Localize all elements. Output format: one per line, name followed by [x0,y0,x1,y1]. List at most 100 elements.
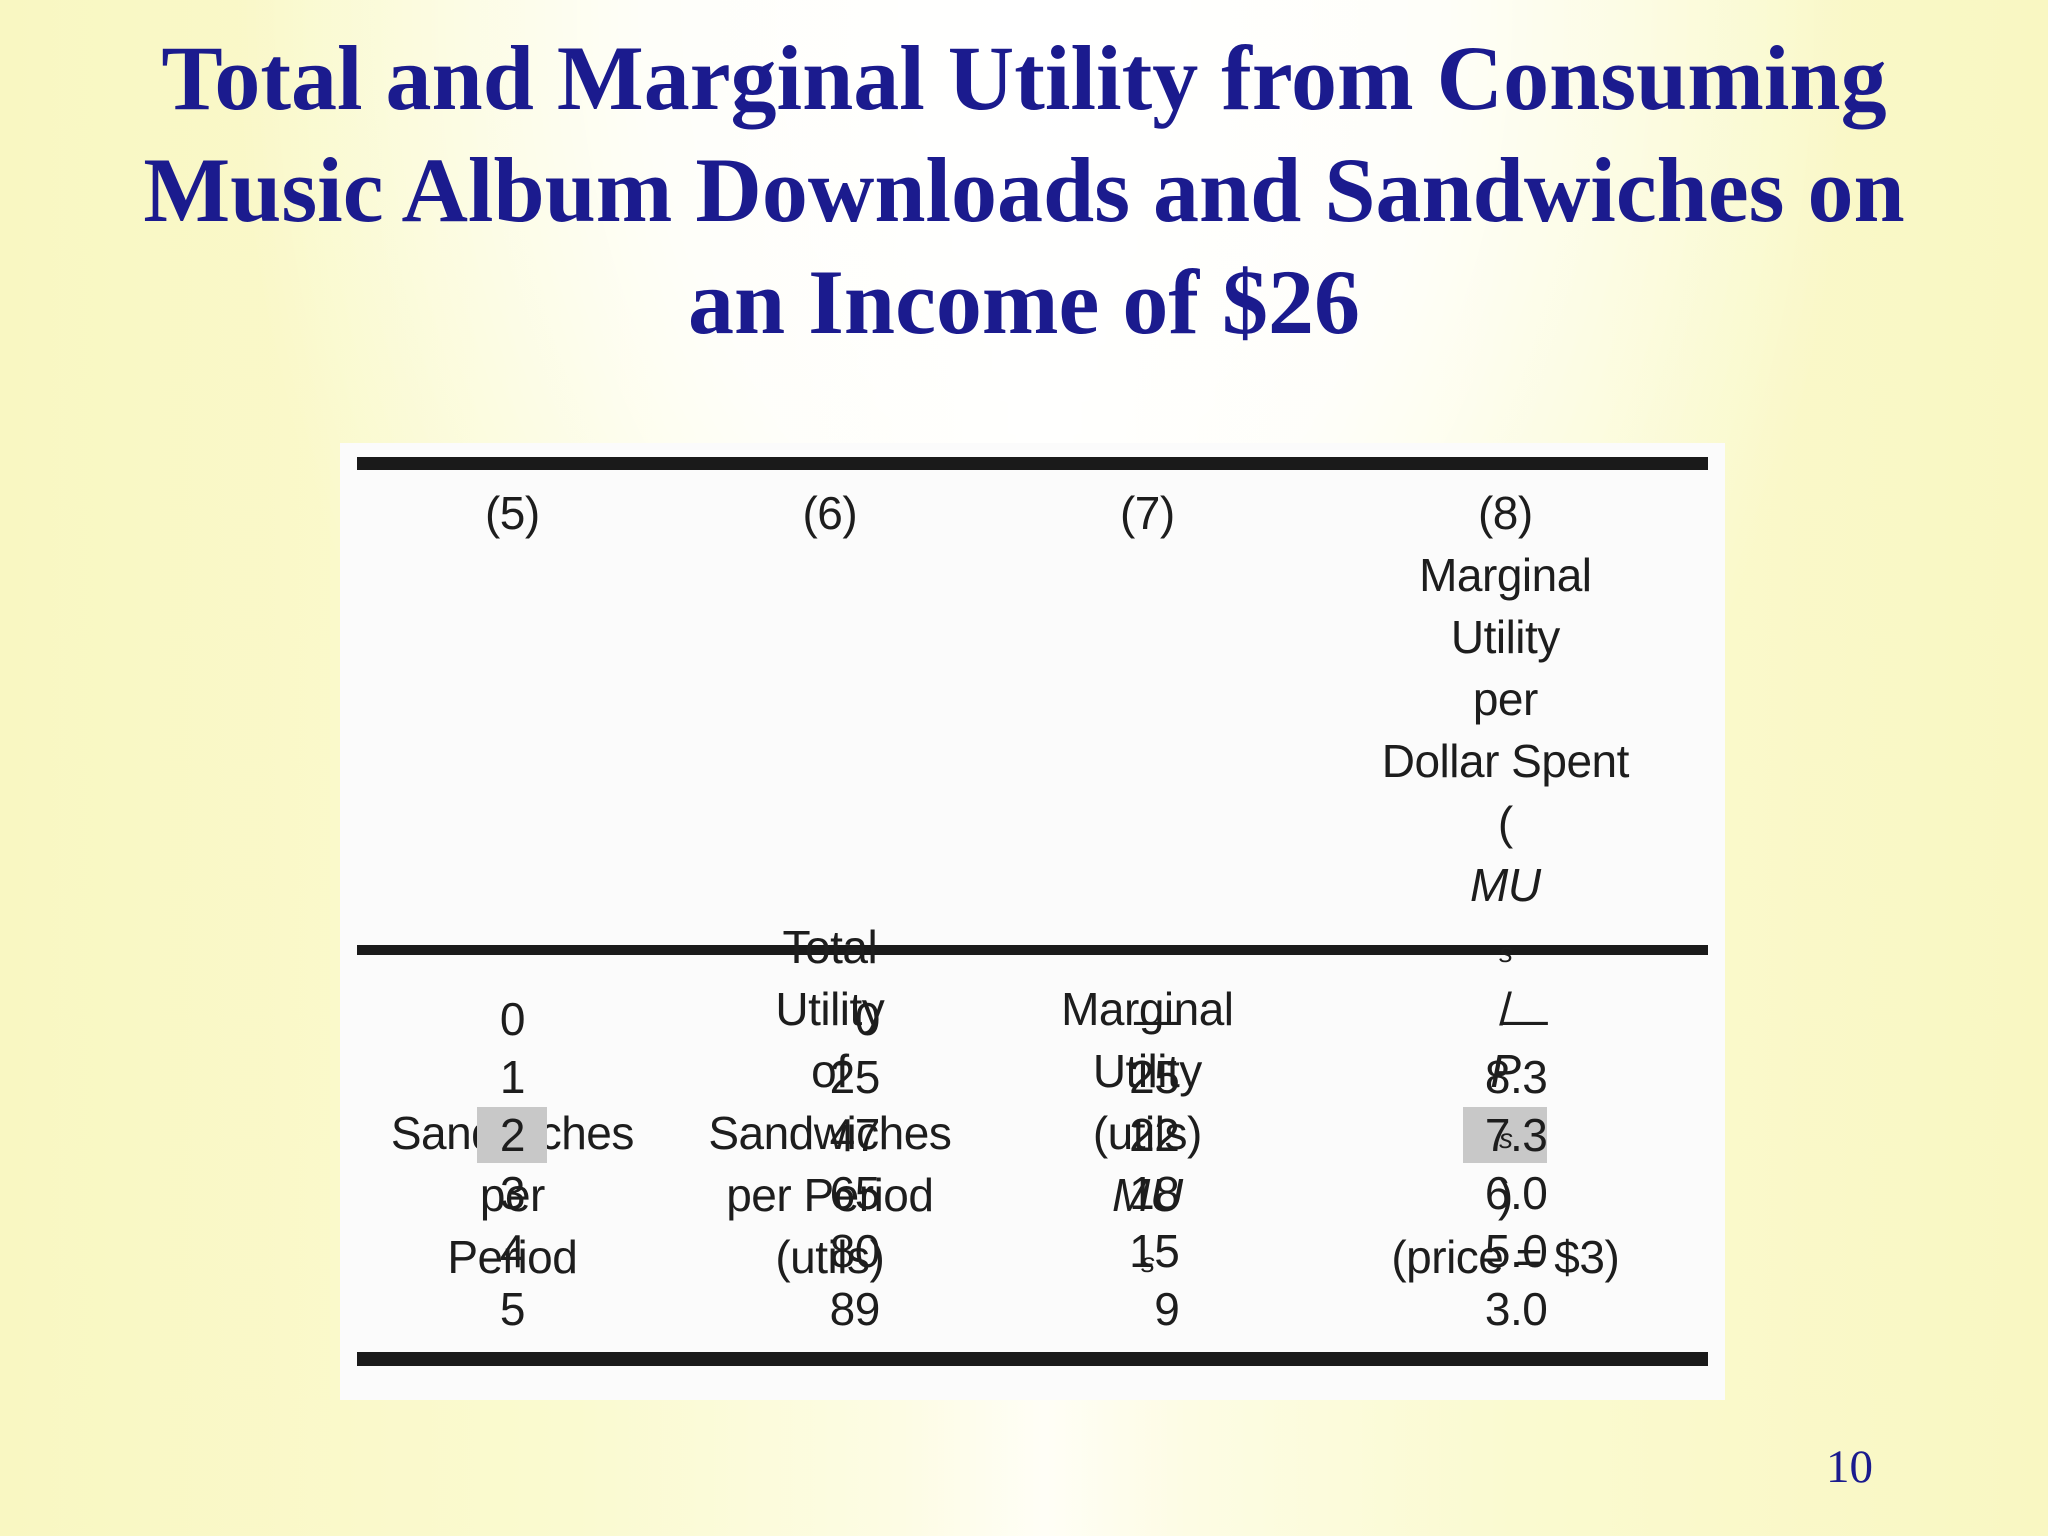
table-cell: 4 [357,1223,668,1279]
header-line: Marginal [1061,983,1234,1035]
table-cell: 1 [357,1049,668,1105]
cell-value: 3 [499,1167,526,1219]
cell-value: 47 [829,1109,881,1161]
cell-value: 5 [499,1283,526,1335]
cell-value: 89 [829,1283,881,1335]
table-bottom-rule [357,1352,1708,1366]
title-line-1: Total and Marginal Utility from Consumin… [161,27,1887,129]
header-text: Marginal Utility (utils) MU s [1061,978,1234,1288]
p-symbol: P [1490,1045,1521,1097]
table-cell: 9 [992,1281,1303,1337]
title-line-2: Music Album Downloads and Sandwiches on [143,139,1905,242]
table-cell: — [1303,991,1708,1047]
table-cell: 65 [668,1165,992,1221]
table-cell: 18 [992,1165,1303,1221]
table-cell: — [992,991,1303,1047]
table-row: 2 47 22 7.3 [357,1106,1708,1164]
header-line: of [811,1045,849,1097]
column-number: (7) [1119,487,1175,539]
mu-subscript: s [1499,937,1513,969]
cell-value: 18 [1129,1167,1180,1219]
cell-value: 6.0 [1484,1167,1548,1219]
table-cell: 89 [668,1281,992,1337]
header-line: Utility [775,983,885,1035]
header-line: per [1472,673,1538,725]
header-line: Total [782,921,878,973]
header-line: Period [447,1231,578,1283]
table-cell: 25 [668,1049,992,1105]
header-line: per [479,1169,545,1221]
table-cell: 80 [668,1223,992,1279]
table-mid-rule [357,945,1708,955]
paren-open: ( [1497,797,1513,849]
table-cell: 25 [992,1049,1303,1105]
table-body: 0 0 — — 1 25 25 8.3 2 47 22 7.3 3 65 18 [357,955,1708,1338]
header-col-marginal-utility: (7) Marginal Utility (utils) MU s [992,482,1303,1288]
cell-value-highlighted: 2 [477,1107,548,1163]
cell-value: 0 [854,993,881,1045]
table-header-row: (5) Sandwiches per Period (6) Total Util… [357,470,1708,1283]
cell-value: 4 [499,1225,526,1277]
table-top-rule [357,457,1708,470]
table-row: 3 65 18 6.0 [357,1164,1708,1222]
table-cell: 47 [668,1107,992,1163]
header-text: Marginal Utility per Dollar Spent ( MU s / P… [1381,544,1630,1288]
table-cell: 0 [357,991,668,1047]
header-line: Marginal [1419,549,1592,601]
cell-value: 15 [1129,1225,1180,1277]
p-subscript: s [1499,1123,1513,1155]
table-cell: 5 [357,1281,668,1337]
table-cell: 3 [357,1165,668,1221]
highlighted-cell: 7.3 [1303,1107,1708,1163]
cell-value: 9 [1154,1283,1180,1335]
table-cell: 3.0 [1303,1281,1708,1337]
header-line: Utility [1450,611,1560,663]
cell-value: 25 [829,1051,881,1103]
table-row: 0 0 — — [357,990,1708,1048]
header-line: (utils) [775,1231,885,1283]
cell-value: 8.3 [1484,1051,1548,1103]
column-number: (5) [484,487,540,539]
cell-value: 5.0 [1484,1225,1548,1277]
table-cell: 15 [992,1223,1303,1279]
table-cell: 5.0 [1303,1223,1708,1279]
cell-value: 3.0 [1484,1283,1548,1335]
header-line: Dollar Spent [1381,735,1630,787]
table-cell: 0 [668,991,992,1047]
header-text: Total Utility of Sandwiches per Period (… [708,916,952,1288]
highlighted-cell: 2 [357,1107,668,1163]
slash: / [1499,983,1512,1035]
cell-value: 0 [499,993,526,1045]
cell-value: 1 [499,1051,526,1103]
page-number: 10 [1826,1441,1873,1493]
mu-formula: MU s [1061,1164,1233,1288]
table-cell: 22 [992,1107,1303,1163]
mu-subscript: s [1141,1247,1155,1279]
cell-value: — [1501,993,1548,1045]
cell-value: 22 [1129,1109,1180,1161]
utility-table: (5) Sandwiches per Period (6) Total Util… [340,443,1725,1400]
header-col-total-utility: (6) Total Utility of Sandwiches per Peri… [668,482,992,1288]
mu-symbol: MU [1470,859,1541,911]
slide-title: Total and Marginal Utility from Consumin… [0,22,2048,359]
table-cell: 6.0 [1303,1165,1708,1221]
table-row: 4 80 15 5.0 [357,1222,1708,1280]
cell-value: — [1133,993,1180,1045]
cell-value: 80 [829,1225,881,1277]
mu-symbol: MU [1112,1169,1183,1221]
title-line-3: an Income of $26 [687,251,1361,354]
table-row: 5 89 9 3.0 [357,1280,1708,1338]
cell-value-highlighted: 7.3 [1463,1107,1548,1163]
header-line: Utility [1092,1045,1202,1097]
header-line: Sandwiches [708,1107,952,1159]
column-number: (6) [802,487,858,539]
table-cell: 8.3 [1303,1049,1708,1105]
header-line: per Period [726,1169,934,1221]
cell-value: 65 [829,1167,881,1219]
table-row: 1 25 25 8.3 [357,1048,1708,1106]
header-line: (utils) [1092,1107,1202,1159]
column-number: (8) [1477,487,1533,539]
header-col-mu-per-dollar: (8) Marginal Utility per Dollar Spent (M… [1303,482,1708,1288]
paren-close: ) [1497,1169,1513,1221]
